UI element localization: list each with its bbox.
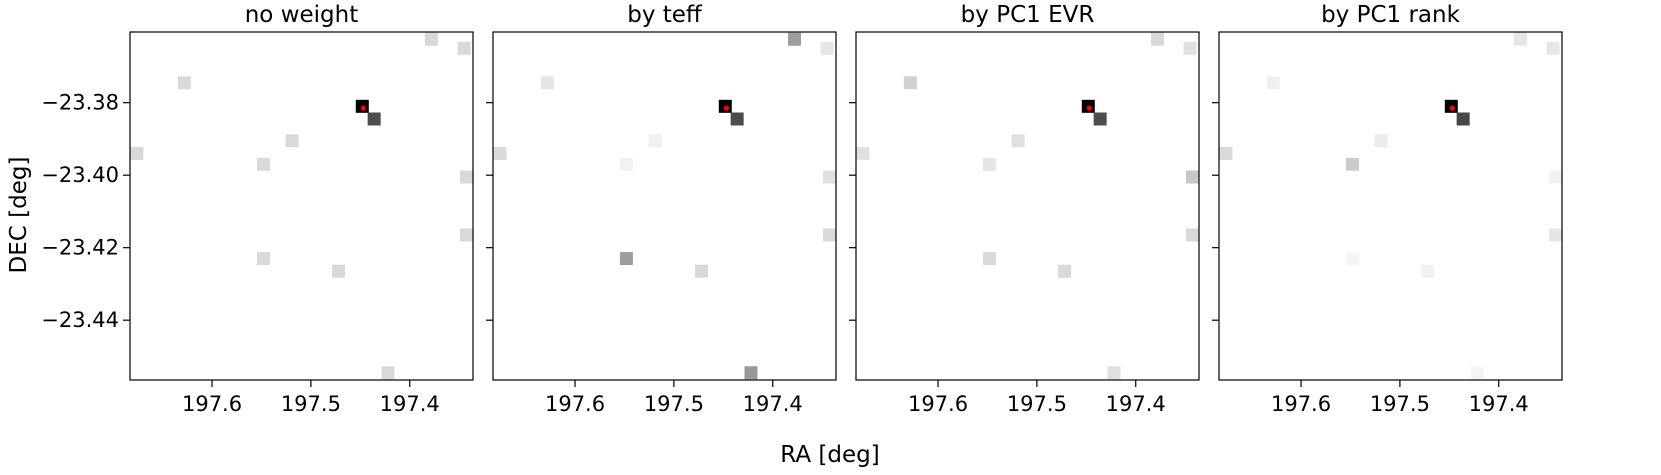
x-tick-label: 197.4 xyxy=(743,392,803,416)
heatmap-cell xyxy=(460,170,473,184)
panel-1: no weight 197.6 197.5 197.4 −23.38 −23.40 −23.… xyxy=(41,2,474,416)
panel-title: by PC1 EVR xyxy=(961,2,1095,28)
target-marker xyxy=(723,105,729,111)
x-tick-label: 197.4 xyxy=(1469,392,1529,416)
x-tick-label: 197.6 xyxy=(545,392,605,416)
heatmap-cell xyxy=(1150,32,1164,46)
heatmap-cell xyxy=(1549,170,1562,184)
heatmap-cell xyxy=(1421,264,1435,278)
target-marker xyxy=(360,105,366,111)
plot-area xyxy=(493,32,836,380)
heatmap-cell xyxy=(540,76,554,90)
heatmap-cell xyxy=(493,146,507,160)
y-tick-label: −23.40 xyxy=(41,163,119,187)
heatmap-cell xyxy=(903,76,917,90)
heatmap-cell xyxy=(619,252,633,266)
x-tick-label: 197.5 xyxy=(1007,392,1067,416)
heatmap-cell xyxy=(1107,366,1121,380)
target-marker xyxy=(1086,105,1092,111)
x-axis-label: RA [deg] xyxy=(780,442,879,468)
x-tick-label: 197.6 xyxy=(1271,392,1331,416)
panel-2: by teff 197.6 197.5 197.4 xyxy=(486,2,837,416)
heatmap-cell xyxy=(730,112,744,126)
heatmap-cell xyxy=(744,366,758,380)
heatmap-cell xyxy=(460,228,473,242)
heatmap-cell xyxy=(256,157,270,171)
plot-area xyxy=(1219,32,1562,380)
heatmap-cell xyxy=(823,228,836,242)
heatmap-cell xyxy=(1186,170,1199,184)
heatmap-cell xyxy=(381,366,395,380)
panel-3: by PC1 EVR 197.6 197.5 197.4 xyxy=(849,2,1200,416)
heatmap-cell xyxy=(695,264,709,278)
axes-frame xyxy=(855,31,1200,381)
heatmap-cell xyxy=(787,32,801,46)
heatmap-cell xyxy=(130,146,144,160)
y-tick-label: −23.38 xyxy=(41,91,119,115)
heatmap-cell xyxy=(1456,112,1470,126)
heatmap-cell xyxy=(856,146,870,160)
axes-frame xyxy=(1218,31,1563,381)
target-marker xyxy=(1449,105,1455,111)
y-tick-label: −23.44 xyxy=(41,308,119,332)
heatmap-cell xyxy=(1219,146,1233,160)
heatmap-cell xyxy=(256,252,270,266)
heatmap-cell xyxy=(820,41,834,55)
x-tick-label: 197.6 xyxy=(908,392,968,416)
heatmap-cell xyxy=(1345,157,1359,171)
plot-area xyxy=(856,32,1199,380)
heatmap-cell xyxy=(1093,112,1107,126)
chart-panels: no weight 197.6 197.5 197.4 −23.38 −23.40 −23.… xyxy=(41,2,1563,416)
heatmap-cell xyxy=(1186,228,1199,242)
x-tick-label: 197.6 xyxy=(182,392,242,416)
x-tick-label: 197.5 xyxy=(644,392,704,416)
heatmap-cell xyxy=(823,170,836,184)
y-tick-label: −23.42 xyxy=(41,236,119,260)
heatmap-cell xyxy=(619,157,633,171)
heatmap-cell xyxy=(424,32,438,46)
panel-title: by PC1 rank xyxy=(1321,2,1461,28)
heatmap-cell xyxy=(982,252,996,266)
heatmap-cell xyxy=(1549,228,1562,242)
plot-area xyxy=(130,32,473,380)
heatmap-cell xyxy=(1345,252,1359,266)
heatmap-cell xyxy=(1266,76,1280,90)
x-tick-label: 197.4 xyxy=(1106,392,1166,416)
heatmap-cell xyxy=(285,134,299,148)
axes-frame xyxy=(492,31,837,381)
x-tick-label: 197.5 xyxy=(1370,392,1430,416)
heatmap-cell xyxy=(332,264,346,278)
heatmap-cell xyxy=(1183,41,1197,55)
panel-title: no weight xyxy=(245,2,359,28)
panel-4: by PC1 rank 197.6 197.5 197.4 xyxy=(1212,2,1563,416)
heatmap-cell xyxy=(367,112,381,126)
heatmap-cell xyxy=(1513,32,1527,46)
x-tick-label: 197.5 xyxy=(281,392,341,416)
heatmap-cell xyxy=(1058,264,1072,278)
heatmap-cell xyxy=(1546,41,1560,55)
heatmap-cell xyxy=(1470,366,1484,380)
heatmap-cell xyxy=(648,134,662,148)
heatmap-cell xyxy=(982,157,996,171)
heatmap-cell xyxy=(1011,134,1025,148)
y-axis-label: DEC [deg] xyxy=(6,157,32,274)
x-tick-label: 197.4 xyxy=(380,392,440,416)
axes-frame xyxy=(129,31,474,381)
panel-title: by teff xyxy=(627,2,703,28)
heatmap-cell xyxy=(177,76,191,90)
heatmap-cell xyxy=(457,41,471,55)
heatmap-cell xyxy=(1374,134,1388,148)
